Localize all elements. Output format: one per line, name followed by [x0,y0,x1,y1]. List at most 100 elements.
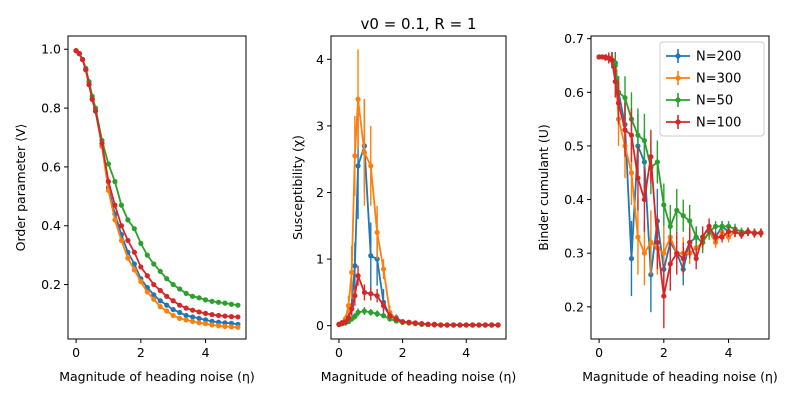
data-point [235,324,241,330]
data-point [202,297,209,303]
data-point [419,321,425,327]
data-point [751,230,758,236]
data-point [628,170,635,176]
data-point [352,153,358,159]
data-point [361,149,368,156]
series-n-50 [73,48,241,308]
data-point [177,302,183,308]
series-n-200 [336,99,501,328]
data-point [112,217,118,223]
data-point [361,308,368,314]
data-point [196,315,202,322]
series-n-200 [73,48,241,327]
data-point [687,239,693,246]
legend-marker [675,119,681,125]
axes-frame [67,35,247,340]
legend-box [659,41,765,137]
data-point [112,179,118,185]
y-tick-label: 0.6 [41,159,61,174]
y-tick-label: 0.8 [41,101,61,116]
data-point [641,137,648,144]
data-point [368,163,374,169]
data-point [355,96,361,102]
data-point [667,261,673,267]
legend-marker [675,97,681,103]
legend: N=200 N=300 N=50 N=100 [659,41,765,137]
data-point [680,213,686,219]
data-point [687,218,693,224]
data-point [138,240,144,246]
data-point [738,231,745,238]
data-point [374,293,380,299]
data-point [99,140,105,146]
data-point [457,322,463,328]
data-point [118,237,124,244]
x-tick-label: 0 [72,345,80,360]
y-axis-label: Order parameter ⟨V⟩ [13,124,28,252]
data-point [228,314,235,320]
series-line [75,50,238,318]
data-point [355,309,361,315]
y-tick-label: 1 [316,252,324,267]
data-point [164,308,170,314]
data-point [112,202,118,208]
legend-label: N=200 [696,50,741,65]
data-point [196,309,202,315]
data-point [183,290,189,297]
data-point [693,234,699,240]
series-n-100 [596,52,764,329]
data-point [352,293,358,299]
data-point [190,293,196,299]
data-point [758,230,764,236]
data-point [368,291,374,297]
y-tick-label: 0.7 [564,31,584,46]
data-point [222,323,228,329]
data-point [235,302,241,308]
data-point [641,250,648,256]
data-point [635,132,641,138]
data-point [719,234,725,240]
data-point [164,276,170,282]
x-axis-label: Magnitude of heading noise (η) [582,369,778,384]
data-point [425,321,431,327]
chart-panel-1: 0 2 4 0.2 0.4 0.6 0.8 1.0 Magnitude of heading n… [13,35,255,384]
x-tick-label: 4 [462,345,470,360]
data-point [209,311,215,318]
axes-frame [330,35,507,340]
data-point [431,321,438,327]
x-tick-label: 2 [660,345,668,360]
data-point [374,229,380,236]
series-line [338,145,499,326]
y-tick-label: 0.2 [564,299,584,314]
data-point [151,261,157,267]
data-point [635,175,641,181]
data-point [495,322,501,328]
series-n-100 [336,265,501,328]
data-point [463,322,469,328]
series-n-100 [73,48,241,320]
data-point [196,295,202,301]
data-point [190,318,196,324]
data-point [151,281,157,288]
data-point [732,229,738,235]
data-point [349,306,355,312]
data-point [719,223,725,229]
data-point [438,322,444,328]
data-point [476,322,482,328]
data-point [215,323,222,329]
data-point [144,289,150,295]
x-tick-label: 2 [399,345,407,360]
x-tick-label: 2 [137,345,145,360]
data-point [105,179,112,185]
y-axis-label: Binder cumulant (U) [536,124,551,250]
data-point [138,279,144,285]
data-point [118,202,124,208]
data-point [183,312,189,319]
data-point [380,313,387,319]
data-point [222,313,228,319]
data-point [352,263,358,269]
data-point [361,289,368,295]
data-point [222,300,228,306]
data-point [628,132,635,138]
data-point [380,303,387,309]
